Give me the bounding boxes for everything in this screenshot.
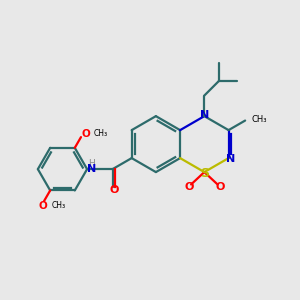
Text: O: O [81, 129, 90, 139]
Text: CH₃: CH₃ [93, 129, 107, 138]
Text: O: O [109, 185, 119, 195]
Text: S: S [200, 167, 209, 180]
Text: CH₃: CH₃ [252, 115, 267, 124]
Text: O: O [184, 182, 194, 191]
Text: H: H [88, 159, 95, 168]
Text: N: N [200, 110, 209, 120]
Text: CH₃: CH₃ [51, 201, 65, 210]
Text: N: N [87, 164, 97, 174]
Text: O: O [215, 182, 225, 191]
Text: N: N [226, 154, 235, 164]
Text: O: O [38, 201, 47, 211]
